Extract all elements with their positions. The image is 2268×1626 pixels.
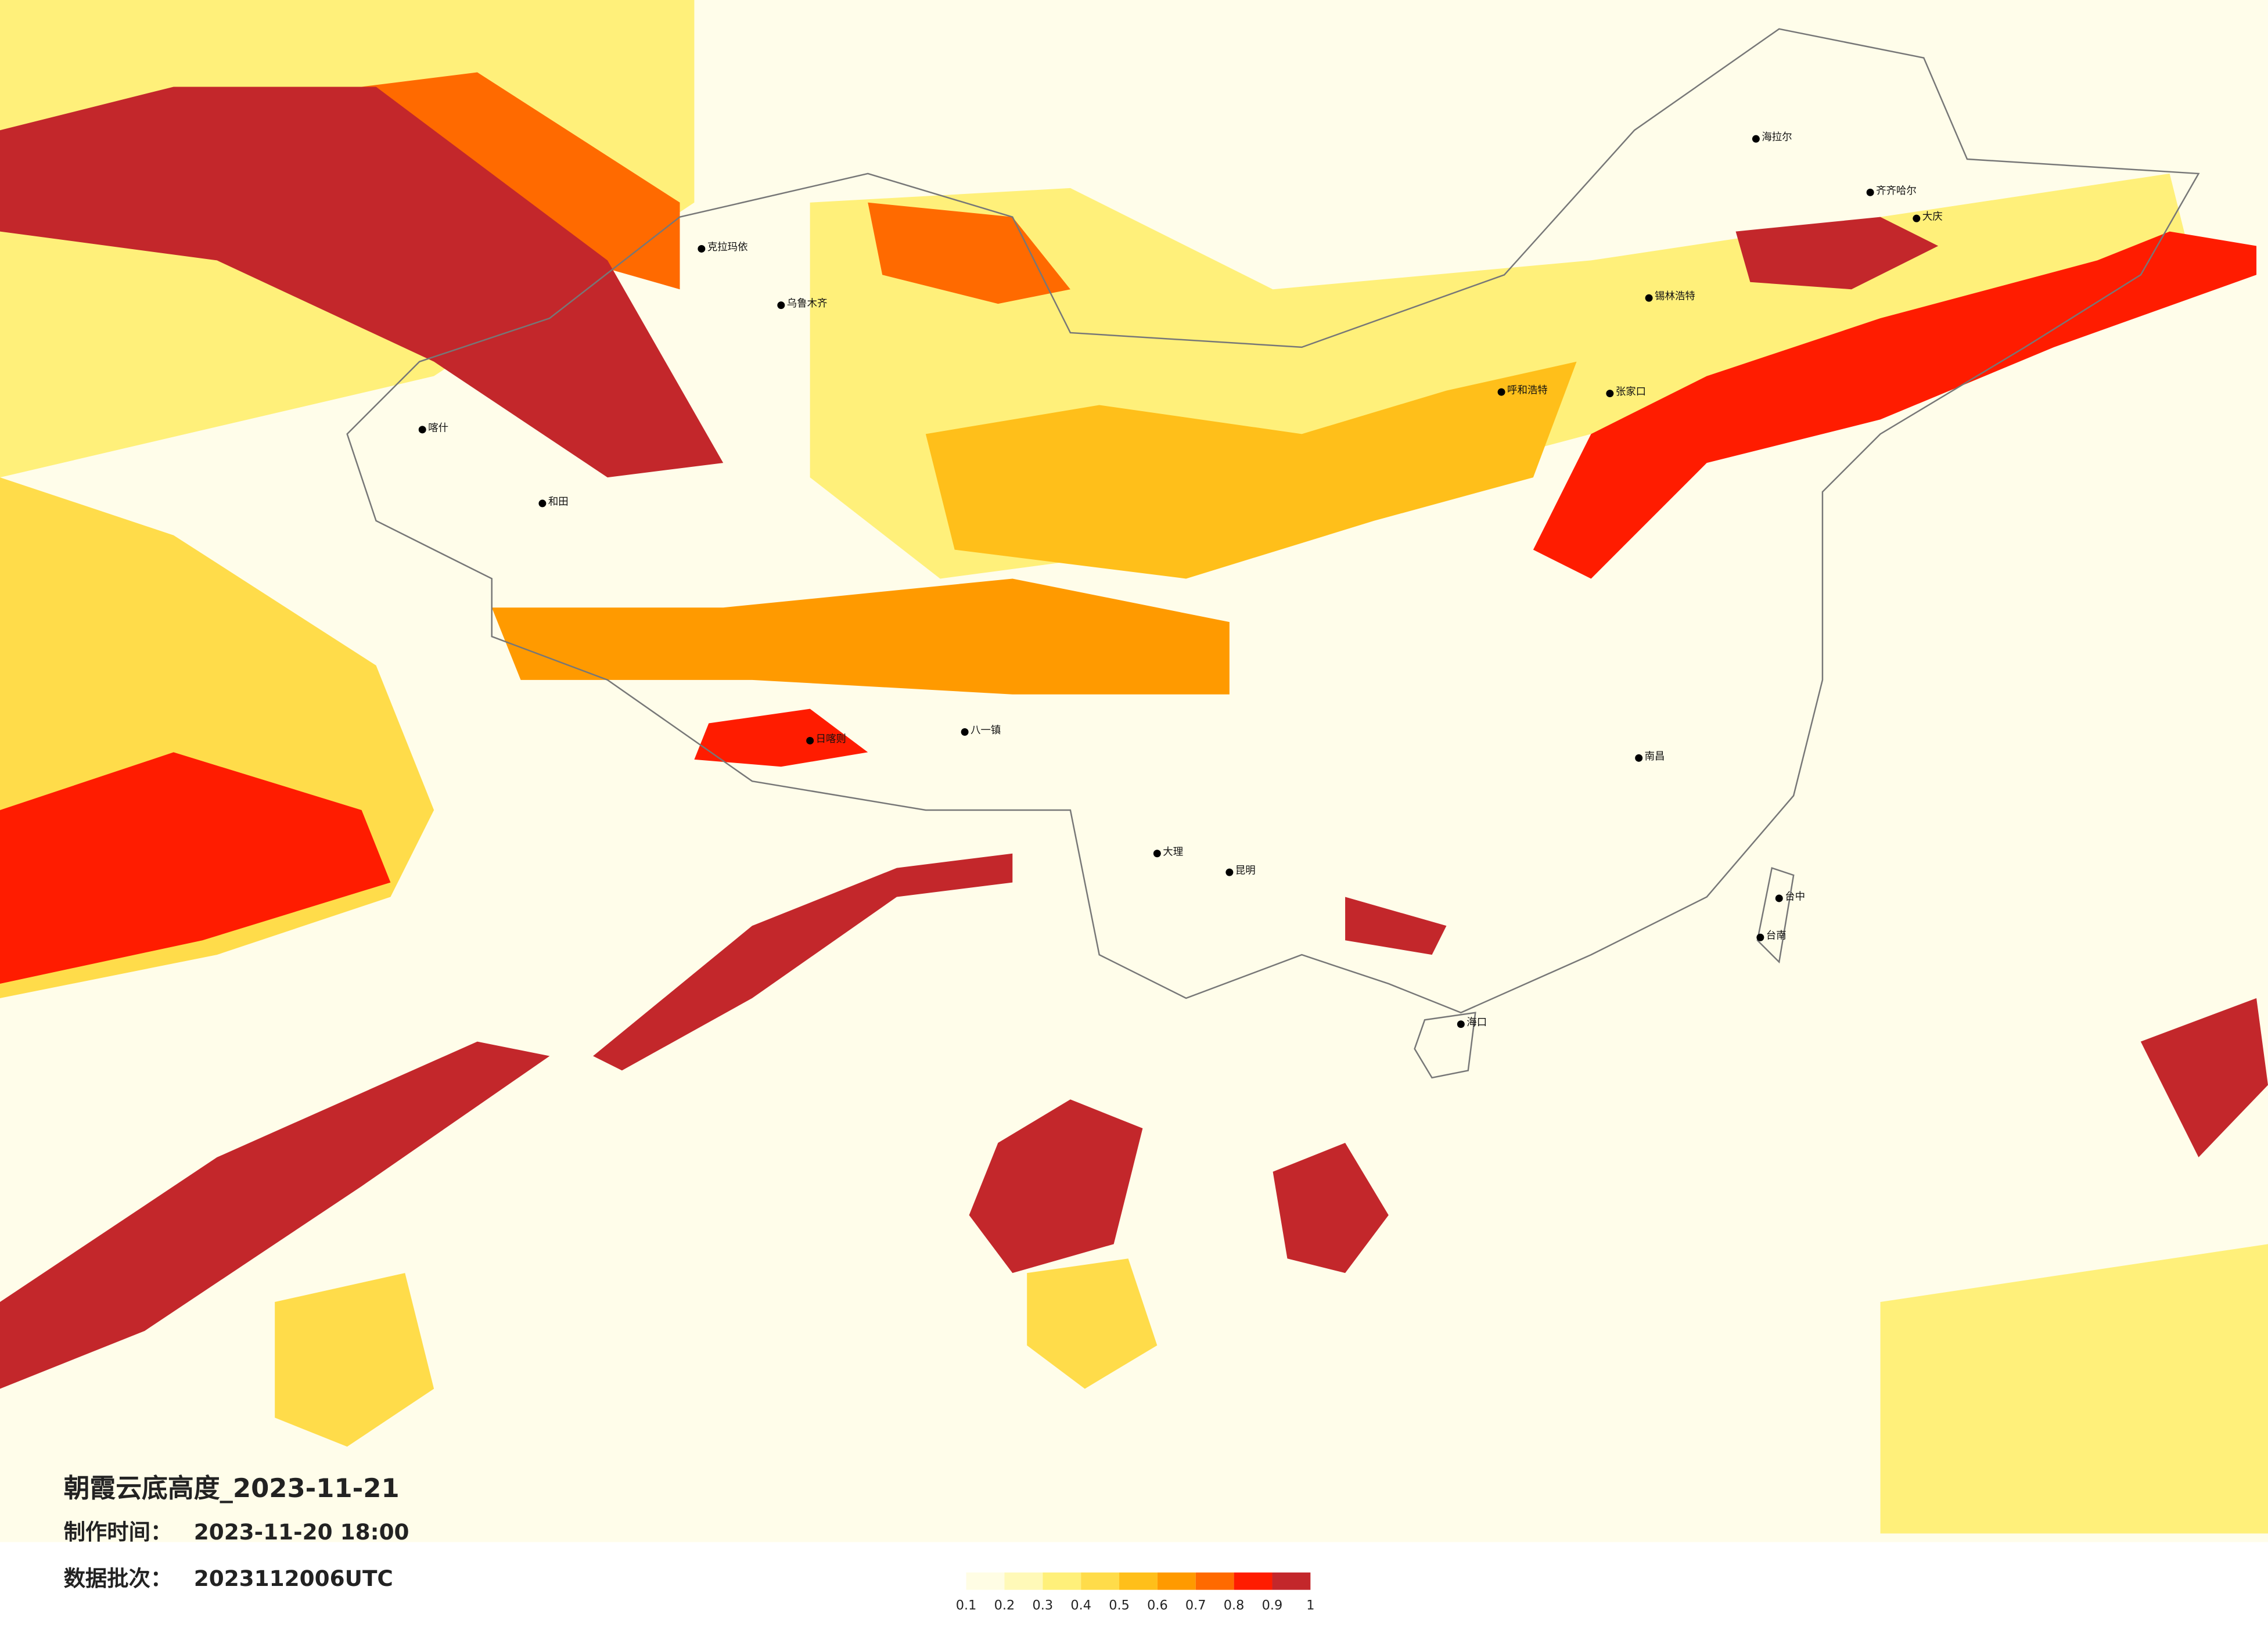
color-legend: 0.1 0.2 0.3 0.4 0.5 0.6 0.7 0.8 0.9 1: [956, 1572, 1314, 1613]
legend-tick-label: 0.6: [1147, 1598, 1168, 1613]
taiwan-border: [1756, 867, 1795, 964]
city-label: 南昌: [1645, 751, 1665, 762]
city-dot: [418, 426, 426, 434]
city-label: 齐齐哈尔: [1876, 185, 1917, 197]
legend-tick-label: 0.4: [1070, 1598, 1091, 1613]
city-dot: [1606, 390, 1614, 398]
info-label: 制作时间：: [64, 1519, 172, 1545]
city-label: 锡林浩特: [1655, 291, 1695, 303]
hainan-border: [1414, 1012, 1476, 1079]
legend-swatch: [1272, 1572, 1311, 1590]
city-label: 呼和浩特: [1507, 385, 1548, 397]
city-dot: [1645, 294, 1653, 302]
legend-tick-label: 0.3: [1033, 1598, 1054, 1613]
city-label: 台南: [1766, 930, 1787, 942]
legend-tick-label: 0.7: [1185, 1598, 1206, 1613]
city-label: 乌鲁木齐: [787, 298, 828, 310]
info-value: 2023112006UTC: [194, 1566, 393, 1591]
info-value: 2023-11-20 18:00: [194, 1519, 409, 1545]
city-label: 大理: [1163, 846, 1183, 858]
city-dot: [1635, 754, 1643, 762]
info-label: 数据批次：: [64, 1566, 172, 1591]
china-border: [346, 28, 2200, 1014]
legend-swatch: [1119, 1572, 1158, 1590]
legend-swatch: [1081, 1572, 1120, 1590]
city-dot: [1866, 188, 1874, 196]
legend-swatch: [1004, 1572, 1043, 1590]
city-dot: [1756, 933, 1764, 941]
city-label: 日喀则: [816, 733, 846, 745]
city-label: 张家口: [1616, 386, 1646, 398]
legend-tick-label: 0.1: [956, 1598, 977, 1613]
city-label: 台中: [1785, 891, 1805, 902]
city-dot: [698, 244, 706, 253]
city-dot: [1497, 388, 1505, 396]
legend-swatch: [1234, 1572, 1273, 1590]
legend-tick-label: 0.9: [1262, 1598, 1283, 1613]
city-label: 克拉玛依: [707, 242, 748, 253]
city-dot: [538, 499, 547, 508]
cloud-field: [0, 0, 2268, 1534]
city-dot: [1153, 850, 1161, 858]
city-label: 海拉尔: [1762, 132, 1792, 143]
city-dot: [1913, 214, 1921, 222]
city-dot: [777, 301, 785, 310]
legend-swatch: [1195, 1572, 1234, 1590]
legend-swatch: [1157, 1572, 1196, 1590]
city-dot: [1225, 868, 1234, 876]
city-dot: [961, 728, 969, 736]
legend-tick-label: 0.5: [1109, 1598, 1130, 1613]
city-dot: [806, 736, 814, 744]
legend-tick-label: 0.8: [1224, 1598, 1245, 1613]
city-dot: [1775, 894, 1783, 902]
legend-tick-label: 0.2: [994, 1598, 1015, 1613]
city-label: 八一镇: [971, 725, 1001, 736]
map-title: 朝霞云底高度_2023-11-21: [64, 1473, 400, 1503]
city-label: 海口: [1467, 1017, 1487, 1028]
legend-swatch: [1043, 1572, 1081, 1590]
city-label: 昆明: [1235, 865, 1256, 877]
city-dot: [1457, 1020, 1465, 1028]
city-label: 大庆: [1922, 211, 1943, 223]
city-dot: [1752, 135, 1760, 143]
city-label: 喀什: [428, 422, 448, 434]
legend-swatch: [966, 1572, 1005, 1590]
legend-tick-label: 1: [1306, 1598, 1314, 1613]
city-label: 和田: [548, 496, 569, 508]
